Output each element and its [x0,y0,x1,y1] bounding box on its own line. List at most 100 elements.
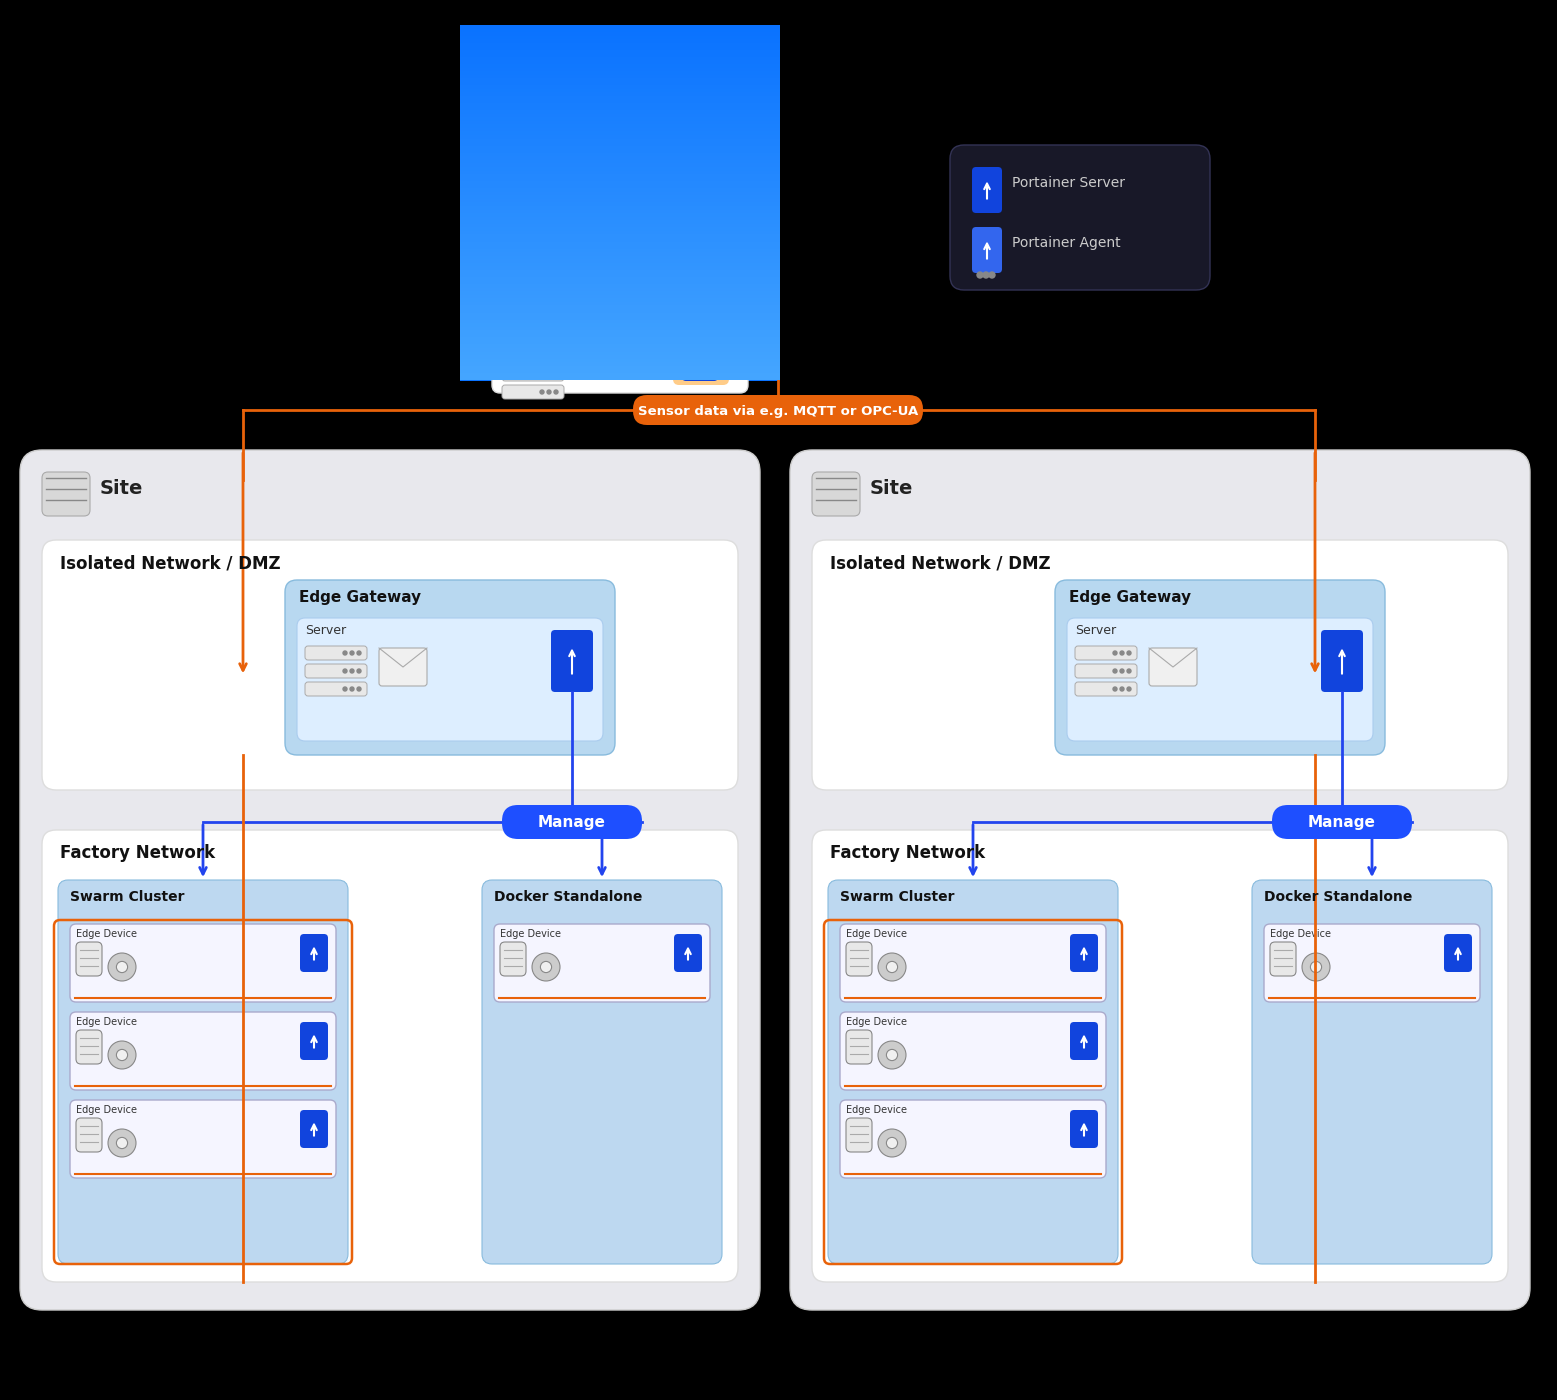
FancyBboxPatch shape [459,358,780,363]
Circle shape [547,272,551,276]
FancyBboxPatch shape [501,367,564,381]
FancyBboxPatch shape [459,29,780,35]
FancyBboxPatch shape [459,291,780,297]
Text: Portainer Agent: Portainer Agent [1012,237,1121,251]
Circle shape [117,1050,128,1061]
FancyBboxPatch shape [1067,617,1373,741]
Circle shape [878,1128,906,1156]
Circle shape [547,290,551,294]
FancyBboxPatch shape [494,924,710,1002]
FancyBboxPatch shape [20,449,760,1310]
FancyBboxPatch shape [813,540,1509,790]
Circle shape [554,372,557,377]
Text: Manage: Manage [1308,815,1376,829]
FancyBboxPatch shape [459,193,780,199]
FancyBboxPatch shape [459,97,780,101]
Circle shape [886,1050,897,1061]
FancyBboxPatch shape [1070,934,1098,972]
FancyBboxPatch shape [478,115,761,363]
FancyBboxPatch shape [459,167,780,172]
Circle shape [490,64,526,101]
FancyBboxPatch shape [1074,645,1137,659]
FancyBboxPatch shape [42,540,738,790]
FancyBboxPatch shape [301,934,329,972]
FancyBboxPatch shape [459,260,780,266]
FancyBboxPatch shape [459,273,780,279]
Circle shape [976,272,982,279]
Circle shape [1311,962,1322,973]
FancyBboxPatch shape [483,881,722,1264]
Circle shape [547,225,551,230]
Text: Docker Standalone: Docker Standalone [494,890,643,904]
Circle shape [1127,669,1130,673]
Circle shape [554,272,557,276]
FancyBboxPatch shape [459,371,780,377]
Text: Factory Network: Factory Network [61,844,215,862]
FancyBboxPatch shape [459,238,780,244]
FancyBboxPatch shape [459,309,780,315]
FancyBboxPatch shape [285,580,615,755]
Circle shape [886,962,897,973]
Circle shape [554,354,557,358]
Circle shape [540,190,543,195]
Text: Isolated Network / DMZ: Isolated Network / DMZ [830,554,1051,573]
FancyBboxPatch shape [459,344,780,350]
FancyBboxPatch shape [459,279,780,283]
Circle shape [480,76,504,99]
FancyBboxPatch shape [459,295,780,301]
FancyBboxPatch shape [1320,630,1362,692]
FancyBboxPatch shape [70,924,336,1002]
FancyBboxPatch shape [789,449,1531,1310]
Text: Edge Device: Edge Device [845,1105,908,1114]
FancyBboxPatch shape [459,56,780,62]
Circle shape [1119,651,1124,655]
FancyBboxPatch shape [459,185,780,190]
Circle shape [1113,687,1116,692]
FancyBboxPatch shape [551,630,593,692]
FancyBboxPatch shape [459,234,780,239]
Text: Server: Server [1074,624,1116,637]
FancyBboxPatch shape [305,645,367,659]
FancyBboxPatch shape [459,127,780,133]
Circle shape [1119,669,1124,673]
FancyBboxPatch shape [459,252,780,256]
FancyBboxPatch shape [459,269,780,274]
FancyBboxPatch shape [459,91,780,97]
FancyBboxPatch shape [459,140,780,146]
Circle shape [554,290,557,294]
FancyBboxPatch shape [1056,580,1386,755]
FancyBboxPatch shape [459,181,780,186]
FancyBboxPatch shape [301,1110,329,1148]
FancyBboxPatch shape [501,267,564,281]
Circle shape [554,308,557,312]
FancyBboxPatch shape [459,375,780,381]
Text: Server: Server [305,624,346,637]
FancyBboxPatch shape [501,805,641,839]
FancyBboxPatch shape [76,1030,103,1064]
Circle shape [117,1137,128,1148]
FancyBboxPatch shape [501,221,564,235]
Circle shape [540,225,543,230]
FancyBboxPatch shape [76,1119,103,1152]
FancyBboxPatch shape [501,302,564,316]
FancyBboxPatch shape [301,1022,329,1060]
Circle shape [540,272,543,276]
FancyBboxPatch shape [839,1100,1105,1177]
Circle shape [343,687,347,692]
FancyBboxPatch shape [813,472,859,517]
Circle shape [357,687,361,692]
Text: Edge Gateway: Edge Gateway [1070,589,1191,605]
FancyBboxPatch shape [684,280,691,298]
FancyBboxPatch shape [693,273,701,298]
FancyBboxPatch shape [459,74,780,80]
Circle shape [350,687,353,692]
FancyBboxPatch shape [1149,648,1197,686]
Circle shape [534,64,570,101]
FancyBboxPatch shape [459,326,780,332]
Circle shape [547,372,551,377]
Circle shape [878,953,906,981]
FancyBboxPatch shape [1074,682,1137,696]
Circle shape [554,225,557,230]
Text: Edge Device: Edge Device [500,930,561,939]
Text: Sensor data via e.g. MQTT or OPC-UA: Sensor data via e.g. MQTT or OPC-UA [638,406,919,419]
